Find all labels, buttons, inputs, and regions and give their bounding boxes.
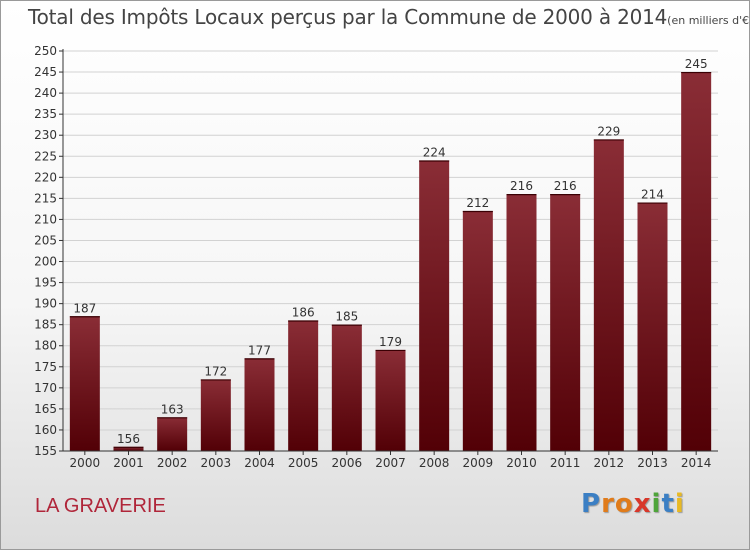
value-label: 156: [117, 432, 140, 446]
y-axis-ticks: 155 160 165 170 175 180 185 190 195 200 205 210 215 2…: [34, 44, 63, 458]
y-tick-label: 170: [34, 381, 57, 395]
bar: [331, 324, 362, 451]
bar: [244, 358, 275, 451]
brand-logo-letter: r: [601, 489, 615, 519]
bar: [200, 379, 231, 451]
value-label: 216: [554, 179, 577, 193]
bar: [462, 211, 493, 451]
y-tick-label: 215: [34, 191, 57, 205]
brand-logo-letter: i: [651, 489, 662, 519]
x-tick-label: 2008: [419, 456, 450, 470]
y-tick-label: 205: [34, 233, 57, 247]
y-tick-label: 245: [34, 65, 57, 79]
y-tick-label: 225: [34, 149, 57, 163]
y-tick-label: 160: [34, 423, 57, 437]
y-tick-label: 165: [34, 402, 57, 416]
y-tick-label: 195: [34, 276, 57, 290]
bar: [637, 202, 668, 451]
brand-logo-letter: t: [661, 489, 675, 519]
bar: [69, 316, 100, 451]
bar: [113, 446, 144, 451]
y-tick-label: 185: [34, 318, 57, 332]
y-tick-label: 235: [34, 107, 57, 121]
bar: [288, 320, 319, 451]
bar: [506, 194, 537, 451]
value-labels: 187 156 163 172 177 186 185 179 224 212 216 216 229 2…: [73, 57, 707, 446]
bar: [375, 349, 406, 451]
bar: [681, 72, 712, 451]
value-label: 214: [641, 188, 664, 202]
x-tick-label: 2003: [201, 456, 232, 470]
x-tick-label: 2014: [681, 456, 712, 470]
y-tick-label: 240: [34, 86, 57, 100]
value-label: 212: [466, 196, 489, 210]
value-label: 186: [292, 305, 315, 319]
y-tick-label: 175: [34, 360, 57, 374]
bar: [593, 139, 624, 451]
commune-name: LA GRAVERIE: [35, 495, 166, 517]
value-label: 245: [685, 57, 708, 71]
value-label: 229: [597, 124, 620, 138]
title-row: Total des Impôts Locaux perçus par la Co…: [28, 5, 750, 29]
x-tick-label: 2007: [375, 456, 406, 470]
value-label: 172: [204, 364, 227, 378]
x-tick-label: 2012: [594, 456, 625, 470]
brand-logo: Proxiti: [581, 489, 685, 519]
bars: [69, 71, 712, 451]
value-label: 179: [379, 335, 402, 349]
x-tick-label: 2001: [113, 456, 144, 470]
value-label: 216: [510, 179, 533, 193]
x-tick-label: 2009: [463, 456, 494, 470]
value-label: 163: [161, 402, 184, 416]
bar: [550, 194, 581, 451]
x-tick-label: 2006: [332, 456, 363, 470]
x-tick-label: 2002: [157, 456, 188, 470]
y-tick-label: 230: [34, 128, 57, 142]
chart-unit: (en milliers d'€): [667, 14, 750, 27]
bar: [419, 160, 450, 451]
y-tick-label: 200: [34, 255, 57, 269]
y-tick-label: 155: [34, 444, 57, 458]
x-tick-label: 2011: [550, 456, 581, 470]
value-label: 177: [248, 343, 271, 357]
brand-logo-letter: x: [633, 489, 652, 519]
y-tick-label: 220: [34, 170, 57, 184]
value-label: 185: [335, 310, 358, 324]
y-tick-label: 190: [34, 297, 57, 311]
chart-title: Total des Impôts Locaux perçus par la Co…: [28, 5, 668, 29]
x-tick-label: 2004: [244, 456, 275, 470]
x-tick-label: 2005: [288, 456, 319, 470]
axes: [62, 49, 718, 452]
brand-logo-letter: i: [674, 489, 685, 519]
x-tick-label: 2013: [637, 456, 668, 470]
value-label: 224: [423, 145, 446, 159]
brand-logo-letter: o: [614, 489, 634, 519]
brand-logo-letter: P: [581, 489, 602, 519]
y-tick-label: 250: [34, 44, 57, 58]
x-tick-label: 2010: [506, 456, 537, 470]
x-axis-ticks: 2000 2001 2002 2003 2004 2005 2006 2007 2008 2009…: [70, 451, 712, 470]
y-tick-label: 210: [34, 212, 57, 226]
y-tick-label: 180: [34, 339, 57, 353]
bar: [157, 417, 188, 451]
x-tick-label: 2000: [70, 456, 101, 470]
value-label: 187: [73, 301, 96, 315]
